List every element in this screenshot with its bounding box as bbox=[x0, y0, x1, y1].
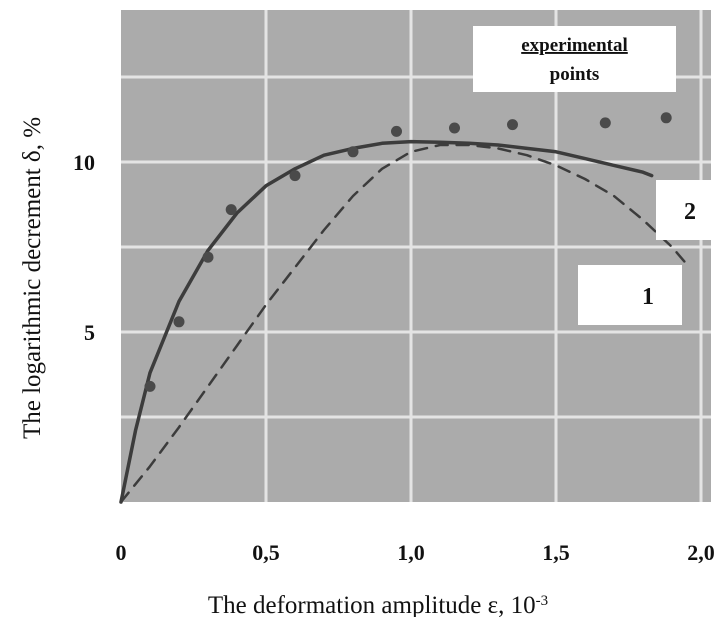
y-tick-label-1: 5 bbox=[84, 320, 95, 345]
experimental-point-8 bbox=[449, 122, 460, 134]
legend-box-experimental bbox=[473, 26, 676, 92]
experimental-point-11 bbox=[660, 112, 672, 124]
label-series-2: 2 bbox=[684, 199, 696, 225]
experimental-point-1 bbox=[144, 380, 156, 392]
experimental-point-6 bbox=[347, 146, 359, 158]
x-tick-label-3: 1,0 bbox=[397, 540, 425, 565]
experimental-point-4 bbox=[225, 204, 237, 216]
y-tick-label-2: 10 bbox=[73, 150, 95, 175]
x-tick-label-1: 0 bbox=[116, 540, 127, 565]
y-axis-title: The logarithmic decrement δ, % bbox=[19, 117, 46, 439]
legend-label-experimental-line1: experimental bbox=[521, 35, 628, 56]
label-series-1: 1 bbox=[642, 284, 654, 310]
series-line-2 bbox=[119, 139, 654, 504]
experimental-point-3 bbox=[202, 251, 214, 263]
x-tick-label-2: 0,5 bbox=[252, 540, 280, 565]
experimental-point-9 bbox=[507, 119, 518, 131]
experimental-point-10 bbox=[599, 117, 611, 129]
legend-label-experimental-line2: points bbox=[550, 64, 600, 85]
experimental-point-5 bbox=[289, 170, 301, 182]
series-line-1 bbox=[119, 143, 688, 504]
experimental-points bbox=[144, 112, 672, 392]
experimental-point-7 bbox=[391, 125, 402, 137]
x-axis-title: The deformation amplitude ε, 10-3 bbox=[208, 592, 548, 617]
x-tick-labels: 0 0,5 1,0 1,5 2,0 bbox=[116, 540, 715, 565]
series-group bbox=[119, 139, 688, 504]
y-tick-labels: 5 10 bbox=[73, 150, 95, 345]
x-tick-label-5: 2,0 bbox=[687, 540, 715, 565]
x-tick-label-4: 1,5 bbox=[542, 540, 570, 565]
experimental-point-2 bbox=[173, 316, 185, 328]
label-box-series-1 bbox=[578, 265, 682, 325]
label-box-series-2 bbox=[656, 180, 718, 240]
